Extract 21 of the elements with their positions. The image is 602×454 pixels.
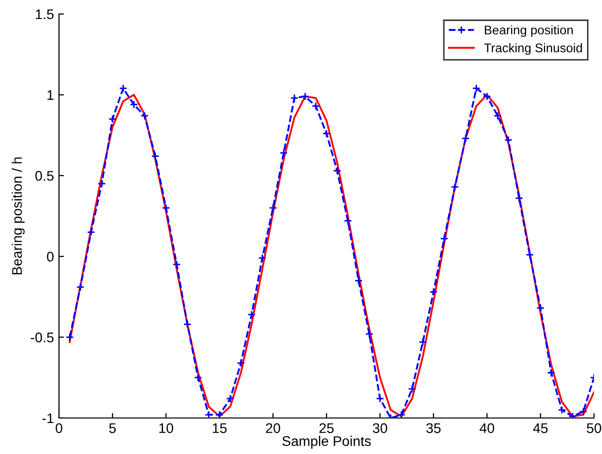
- x-tick-label: 35: [426, 423, 441, 434]
- x-tick-label: 15: [212, 423, 227, 434]
- x-tick-label: 50: [586, 423, 602, 434]
- x-tick-label: 30: [372, 423, 388, 434]
- y-tick-label: 1.5: [36, 9, 54, 20]
- x-tick-label: 45: [533, 423, 548, 434]
- y-tick-label: 0: [46, 252, 54, 262]
- x-tick-label: 20: [266, 423, 280, 434]
- x-tick-label: 40: [480, 423, 494, 434]
- x-tick-label: 5: [109, 423, 116, 434]
- x-tick-label: 10: [159, 423, 174, 434]
- y-tick-label: 0.5: [35, 170, 54, 181]
- y-tick-label: -0.5: [30, 332, 54, 342]
- y-tick-label: 1: [47, 90, 54, 100]
- x-axis-title: Sample Points: [282, 436, 371, 449]
- x-tick-label: 25: [319, 423, 334, 434]
- legend-label: Tracking Sinusoid: [484, 43, 582, 55]
- y-axis-title: Bearing position / h: [12, 157, 25, 274]
- legend-label: Bearing position: [484, 25, 573, 37]
- y-tick-label: -1: [42, 413, 54, 424]
- x-tick-label: 0: [56, 423, 62, 434]
